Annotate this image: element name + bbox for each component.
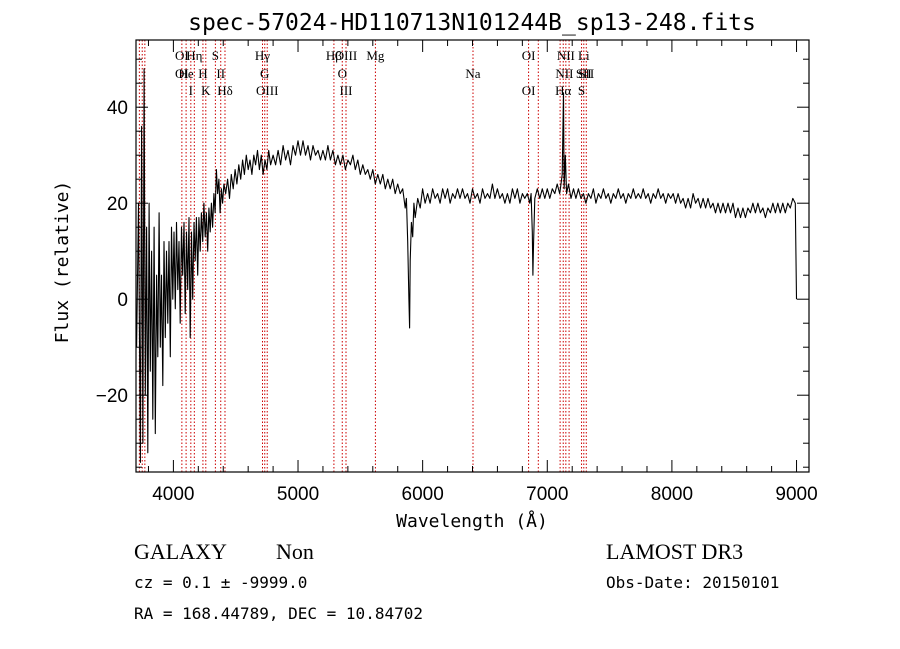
radec-line: RA = 168.44789, DEC = 10.84702 [134, 604, 423, 623]
line-markers [138, 40, 587, 472]
line-marker-label: OIII [335, 48, 357, 63]
line-marker-label: H [198, 66, 207, 81]
x-axis-ticks: 4000 5000 6000 7000 8000 9000 [147, 40, 818, 505]
obs-date-line: Obs-Date: 20150101 [606, 573, 779, 592]
y-tick-label: 40 [107, 98, 128, 119]
y-axis-ticks: −20 0 20 40 [96, 58, 809, 468]
x-tick-label: 6000 [402, 484, 444, 505]
line-marker-label: OI [522, 83, 536, 98]
line-marker-label: S [212, 48, 219, 63]
redshift-line: cz = 0.1 ± -9999.0 [134, 573, 307, 592]
line-marker-label: OI [522, 48, 536, 63]
y-axis-label: Flux (relative) [52, 181, 73, 344]
line-marker-label: Hγ [255, 48, 270, 63]
line-marker-label: K [201, 83, 211, 98]
object-class: GALAXY [134, 539, 227, 564]
line-marker-label: III [340, 83, 353, 98]
line-marker-label: Li [578, 48, 590, 63]
plot-frame [135, 39, 810, 473]
object-subclass: Non [276, 539, 314, 564]
line-marker-label: G [260, 66, 269, 81]
y-tick-label: −20 [96, 386, 128, 407]
line-marker-label: Na [465, 66, 480, 81]
line-marker-label: Hα [555, 83, 571, 98]
line-marker-label: NII [557, 48, 575, 63]
line-marker-label: SII [578, 66, 594, 81]
line-marker-label: S [578, 83, 585, 98]
x-tick-label: 5000 [277, 484, 319, 505]
chart-title: spec-57024-HD110713N101244B_sp13-248.fit… [188, 10, 756, 36]
x-tick-label: 8000 [651, 484, 693, 505]
line-marker-label: N [555, 66, 565, 81]
line-marker-label: Hδ [217, 83, 233, 98]
x-tick-label: 7000 [526, 484, 568, 505]
line-marker-label: Hη [186, 48, 202, 63]
line-marker-label: O [338, 66, 347, 81]
x-tick-label: 9000 [775, 484, 817, 505]
line-marker-label: I [189, 83, 193, 98]
line-marker-label: OI [175, 48, 189, 63]
x-axis-label: Wavelength (Å) [396, 510, 548, 532]
line-marker-label: II [565, 66, 574, 81]
line-marker-label: He [179, 66, 194, 81]
line-marker-label: OI [175, 66, 189, 81]
y-tick-label: 20 [107, 194, 128, 215]
survey-name: LAMOST DR3 [606, 539, 743, 564]
line-marker-label: SII [576, 66, 592, 81]
y-tick-label: 0 [117, 290, 128, 311]
x-tick-label: 4000 [152, 484, 194, 505]
line-marker-label: II [216, 66, 225, 81]
line-marker-label: Hβ [326, 48, 342, 63]
spectrum-series-line [136, 68, 798, 463]
line-marker-label: Mg [366, 48, 385, 63]
line-marker-label: OIII [256, 83, 278, 98]
